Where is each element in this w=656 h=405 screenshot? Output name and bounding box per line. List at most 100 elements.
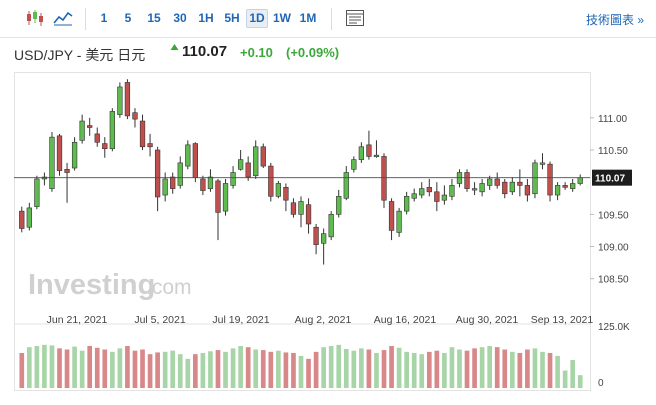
candle (94, 127, 100, 147)
timeframe-1[interactable]: 1 (100, 11, 108, 25)
volume-bar (336, 344, 342, 388)
watermark-suffix: .com (146, 276, 192, 299)
candle (441, 185, 448, 205)
volume-bar (306, 358, 311, 388)
candle (102, 137, 108, 158)
price-tick-label: 109.50 (598, 210, 629, 221)
up-arrow-icon (170, 44, 179, 50)
candle (577, 174, 583, 186)
candle-body-up (336, 196, 342, 215)
volume-bar (366, 349, 372, 388)
volume-bar (487, 346, 493, 388)
timeframe-15[interactable]: 15 (147, 11, 161, 25)
time-tick-label: Jul 5, 2021 (134, 314, 186, 326)
timeframe-30[interactable]: 30 (173, 11, 187, 25)
timeframe-1w[interactable]: 1W (273, 11, 291, 25)
candle (517, 169, 523, 197)
volume-bar (494, 347, 500, 388)
volume-bar (283, 352, 289, 388)
candle (426, 178, 432, 197)
volume-bar (502, 349, 508, 388)
volume-bar (193, 354, 198, 388)
volume-bar (509, 351, 515, 388)
candle (154, 146, 161, 212)
toolbar-separator (331, 8, 332, 30)
candle-body-down (305, 204, 312, 225)
volume-bar (298, 355, 304, 388)
time-tick-label: Sep 13, 2021 (531, 314, 594, 326)
candle (41, 172, 48, 186)
candle (192, 142, 198, 183)
candle-body-down (434, 191, 440, 202)
volume-bar (147, 354, 153, 388)
time-tick-label: Aug 2, 2021 (295, 314, 352, 326)
time-axis: Jun 21, 2021 Jul 5, 2021 Jul 19, 2021 Aug 2… (47, 314, 594, 326)
volume-bar (155, 352, 160, 388)
volume-bar (540, 351, 545, 388)
candle-body-down (124, 82, 131, 117)
timeframe-5h[interactable]: 5H (224, 11, 240, 25)
candle-body-down (268, 165, 274, 197)
timeframe-1h[interactable]: 1H (198, 11, 214, 25)
candlestick-chart-icon[interactable] (24, 8, 46, 28)
candle-body-up (373, 154, 380, 157)
area-chart-icon[interactable] (52, 8, 74, 28)
candle-body-up (487, 178, 493, 186)
price-tick-label: 108.50 (598, 275, 629, 286)
candle-body-up (177, 162, 183, 186)
candle (328, 211, 334, 241)
volume-bar (223, 351, 228, 388)
candle (139, 114, 146, 150)
candle-body-down (494, 178, 500, 186)
price-axis: 111.00 110.50 109.50 109.00 108.50 (590, 114, 629, 286)
candle-body-up (117, 86, 123, 115)
volume-bar (449, 347, 455, 388)
candle-body-down (426, 187, 432, 193)
candle-body-up (109, 111, 115, 150)
candle (237, 150, 244, 171)
timeframe-1m[interactable]: 1M (299, 11, 317, 25)
volume-bar (170, 350, 176, 388)
volume-bar (200, 353, 206, 388)
time-tick-label: Aug 30, 2021 (456, 314, 519, 326)
candle (290, 198, 297, 218)
candle (147, 133, 153, 157)
candle-series (19, 79, 583, 265)
indicators-panel-icon[interactable] (344, 8, 366, 28)
volume-bar (94, 347, 100, 388)
candle (283, 183, 289, 212)
candle (200, 175, 206, 196)
volume-bar (479, 347, 485, 388)
candle (494, 172, 500, 189)
candle (207, 169, 214, 192)
candle-body-up (207, 176, 214, 189)
candle (388, 198, 395, 241)
volume-bar (245, 347, 251, 388)
timeframe-5[interactable]: 5 (124, 11, 132, 25)
candle-body-up (396, 210, 402, 233)
technical-chart-link[interactable]: 技術圖表 » (585, 13, 644, 27)
candle-body-down (132, 112, 138, 120)
candle (524, 178, 531, 202)
volume-bar (132, 350, 138, 388)
candle-body-down (139, 120, 146, 148)
watermark-brand: Investing (28, 269, 155, 301)
candle (487, 175, 493, 190)
candle (275, 180, 281, 199)
candle (381, 153, 387, 208)
candle-body-up (230, 172, 236, 186)
candle (539, 153, 546, 170)
price-change-percent: (+0.09%) (286, 45, 340, 60)
candle-body-down (366, 144, 372, 157)
volume-bar (517, 353, 523, 388)
price-chart[interactable]: Investing .com 111.00 110.50 109.50 109.00 1… (14, 72, 656, 400)
candle (411, 188, 417, 202)
candle (351, 156, 357, 173)
volume-bar (396, 347, 402, 388)
candle (245, 156, 251, 181)
candle-body-down (87, 125, 93, 128)
candle (449, 178, 455, 201)
volume-bar (570, 360, 576, 388)
candle-body-down (245, 162, 251, 178)
timeframe-1d[interactable]: 1D (246, 9, 268, 28)
